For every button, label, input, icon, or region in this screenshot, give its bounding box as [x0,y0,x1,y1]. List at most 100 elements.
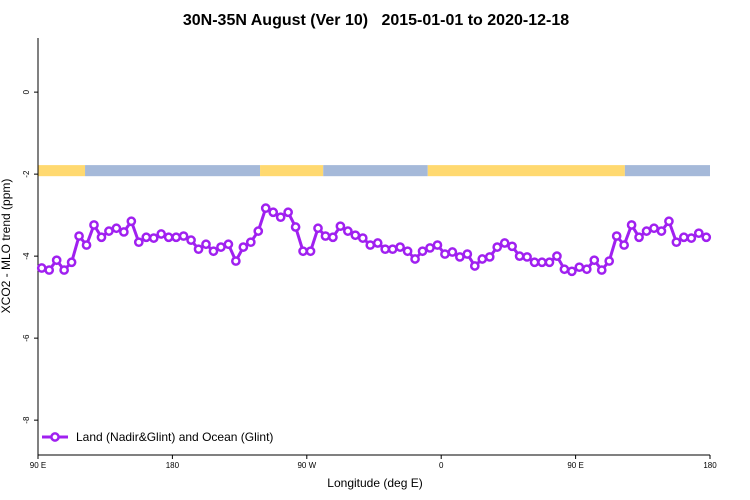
data-point [216,242,226,252]
data-point [559,264,570,275]
data-point [74,231,84,241]
data-point [283,207,293,218]
data-point [238,242,249,252]
data-point [604,256,615,266]
data-point [514,251,525,261]
data-point [596,265,607,275]
data-point [395,242,405,252]
data-point [268,207,279,218]
data-point [313,223,323,234]
data-point [447,247,458,257]
data-point [619,240,629,250]
data-point [410,254,420,264]
surface-segment [323,165,428,177]
y-tick-label: -6 [22,334,31,342]
data-point [171,232,181,243]
y-axis-label: XCO2 - MLO trend (ppm) [0,179,13,314]
data-point [253,226,264,236]
data-point [544,257,555,268]
data-point [529,257,540,268]
data-point [36,263,47,273]
data-point [51,255,62,266]
data-point [290,222,301,232]
data-point [193,244,204,255]
y-tick-label: 0 [22,89,31,94]
data-point [455,252,465,262]
data-point [641,226,652,236]
data-point [552,251,562,261]
data-point [298,246,308,257]
data-point [96,232,107,243]
x-tick-label: 90 E [567,461,583,470]
data-point [328,232,338,243]
data-point [223,239,234,250]
x-axis-label: Longitude (deg E) [327,476,422,490]
data-point [589,255,600,266]
data-point [111,223,122,234]
data-point [701,232,712,243]
data-point [357,233,368,243]
x-tick-label: 180 [166,461,180,470]
data-point [133,237,144,248]
data-point [537,257,547,268]
data-point [89,220,99,230]
data-point [104,226,114,236]
data-point [245,237,256,248]
data-point [469,261,480,271]
data-point [126,216,137,227]
surface-segment [427,165,625,177]
data-point [119,227,129,237]
data-point [634,232,644,243]
y-tick-label: -2 [22,170,31,178]
data-point [350,230,361,241]
data-point [335,221,346,232]
surface-segment [38,165,86,177]
data-point [201,239,211,250]
legend-label: Land (Nadir&Glint) and Ocean (Glint) [76,430,273,444]
data-point [260,203,271,214]
data-point [671,237,682,248]
data-point [649,223,659,234]
data-point [380,244,391,255]
data-point [484,252,495,262]
data-point [499,238,510,248]
data-point [425,243,435,253]
data-point [275,212,286,223]
surface-segment [260,165,324,177]
data-point [656,226,667,236]
data-point [365,240,376,250]
data-point [81,240,92,250]
data-point [163,232,174,243]
data-point [208,246,219,257]
legend-marker [50,432,60,442]
data-point [148,233,159,243]
data-point [372,238,383,248]
data-point [581,264,592,275]
data-point [477,254,488,264]
data-point [432,240,443,250]
data-point [231,256,241,266]
data-point [507,241,517,252]
data-point [462,249,473,259]
data-point [387,244,398,255]
data-point [693,228,704,239]
data-point [440,249,450,259]
data-point [44,265,55,275]
data-point [402,246,413,257]
data-point [567,266,577,277]
data-point [417,246,428,257]
data-point [156,229,167,239]
x-tick-label: 0 [439,461,444,470]
data-point [59,265,69,275]
y-tick-label: -8 [22,416,31,424]
data-point [178,231,189,241]
data-point [492,242,503,252]
surface-segment [85,165,261,177]
data-point [664,216,674,227]
data-point [343,226,353,236]
data-point [522,252,532,262]
x-tick-label: 180 [703,461,717,470]
data-point [686,233,697,243]
data-point [626,220,637,230]
